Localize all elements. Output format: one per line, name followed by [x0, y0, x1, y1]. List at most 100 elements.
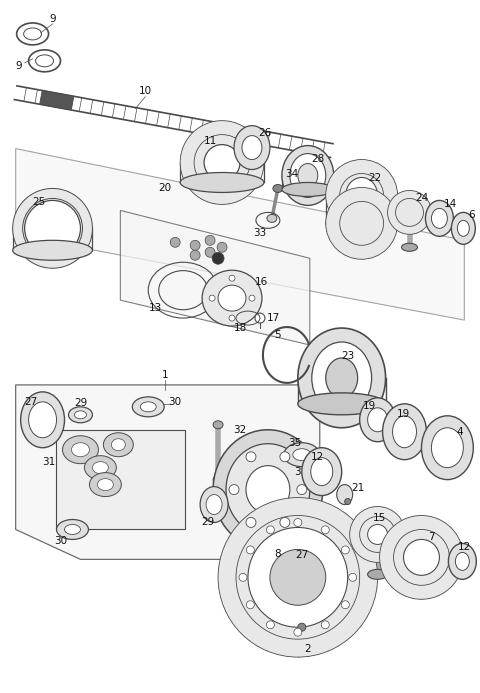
Ellipse shape: [311, 457, 333, 486]
Circle shape: [246, 601, 254, 608]
Text: 18: 18: [233, 323, 247, 333]
Text: 12: 12: [458, 543, 471, 552]
Ellipse shape: [451, 212, 475, 245]
Text: 7: 7: [428, 532, 435, 543]
Ellipse shape: [273, 184, 283, 193]
Ellipse shape: [89, 473, 121, 497]
Ellipse shape: [298, 393, 385, 415]
Circle shape: [255, 313, 265, 323]
Text: 35: 35: [288, 438, 301, 448]
Ellipse shape: [402, 243, 418, 252]
Ellipse shape: [74, 411, 86, 419]
Text: 6: 6: [468, 211, 475, 220]
Circle shape: [229, 315, 235, 321]
Ellipse shape: [132, 397, 164, 416]
Circle shape: [341, 546, 349, 554]
Ellipse shape: [326, 159, 397, 231]
Ellipse shape: [293, 448, 311, 461]
Text: 27: 27: [295, 550, 309, 561]
Text: 30: 30: [54, 536, 67, 547]
Ellipse shape: [368, 525, 387, 545]
Text: 21: 21: [351, 482, 364, 493]
Circle shape: [348, 573, 357, 581]
Circle shape: [246, 546, 254, 554]
Circle shape: [298, 623, 306, 631]
Ellipse shape: [286, 525, 310, 554]
Ellipse shape: [21, 392, 64, 448]
Ellipse shape: [242, 136, 262, 159]
Text: 19: 19: [397, 409, 410, 419]
Circle shape: [190, 240, 200, 250]
Text: 5: 5: [275, 330, 281, 340]
Ellipse shape: [425, 200, 454, 236]
Circle shape: [190, 250, 200, 261]
Text: 33: 33: [253, 228, 266, 238]
Ellipse shape: [267, 214, 277, 222]
Ellipse shape: [448, 543, 476, 579]
Circle shape: [266, 621, 275, 629]
Ellipse shape: [346, 177, 378, 213]
Polygon shape: [120, 211, 310, 345]
Polygon shape: [16, 385, 320, 559]
Ellipse shape: [368, 407, 387, 432]
Ellipse shape: [298, 164, 318, 188]
Ellipse shape: [432, 209, 447, 228]
Ellipse shape: [200, 486, 228, 523]
Ellipse shape: [368, 570, 387, 579]
Circle shape: [249, 295, 255, 301]
Text: 29: 29: [74, 398, 87, 408]
Text: 9: 9: [15, 61, 22, 71]
Ellipse shape: [421, 416, 473, 480]
Ellipse shape: [180, 121, 264, 204]
Text: 26: 26: [258, 128, 272, 138]
Circle shape: [294, 518, 302, 527]
Text: 22: 22: [368, 173, 381, 184]
Ellipse shape: [29, 402, 57, 438]
Circle shape: [212, 252, 224, 264]
Text: 20: 20: [159, 184, 172, 193]
Circle shape: [205, 247, 215, 257]
Ellipse shape: [404, 539, 439, 575]
Ellipse shape: [213, 430, 323, 550]
Ellipse shape: [12, 188, 93, 268]
Text: 24: 24: [415, 193, 428, 204]
Ellipse shape: [213, 421, 223, 429]
Ellipse shape: [140, 402, 156, 412]
Ellipse shape: [387, 191, 432, 234]
Circle shape: [229, 484, 239, 495]
Ellipse shape: [248, 527, 348, 627]
Circle shape: [321, 526, 329, 534]
Circle shape: [341, 601, 349, 608]
Circle shape: [280, 452, 290, 462]
Ellipse shape: [226, 444, 310, 536]
Ellipse shape: [380, 516, 463, 599]
Ellipse shape: [278, 516, 318, 563]
Text: 11: 11: [204, 136, 216, 146]
Text: 3: 3: [295, 466, 301, 477]
Ellipse shape: [246, 466, 290, 514]
Circle shape: [321, 621, 329, 629]
Text: 31: 31: [42, 457, 55, 466]
Text: 8: 8: [275, 550, 281, 559]
Ellipse shape: [213, 475, 223, 484]
Ellipse shape: [206, 495, 222, 514]
Text: 34: 34: [285, 168, 299, 179]
Ellipse shape: [284, 443, 320, 466]
Text: 1: 1: [162, 370, 168, 380]
Ellipse shape: [72, 443, 89, 457]
Ellipse shape: [282, 146, 334, 205]
Ellipse shape: [204, 145, 240, 180]
Ellipse shape: [326, 358, 358, 398]
Circle shape: [297, 484, 307, 495]
Ellipse shape: [336, 484, 353, 505]
Text: 17: 17: [267, 313, 280, 323]
Ellipse shape: [312, 342, 372, 414]
Circle shape: [239, 573, 247, 581]
Text: 28: 28: [311, 154, 324, 164]
Text: 2: 2: [304, 644, 311, 654]
Circle shape: [217, 243, 227, 252]
Text: 12: 12: [311, 452, 324, 462]
Text: 25: 25: [32, 198, 45, 207]
Ellipse shape: [302, 448, 342, 495]
Ellipse shape: [393, 416, 417, 448]
